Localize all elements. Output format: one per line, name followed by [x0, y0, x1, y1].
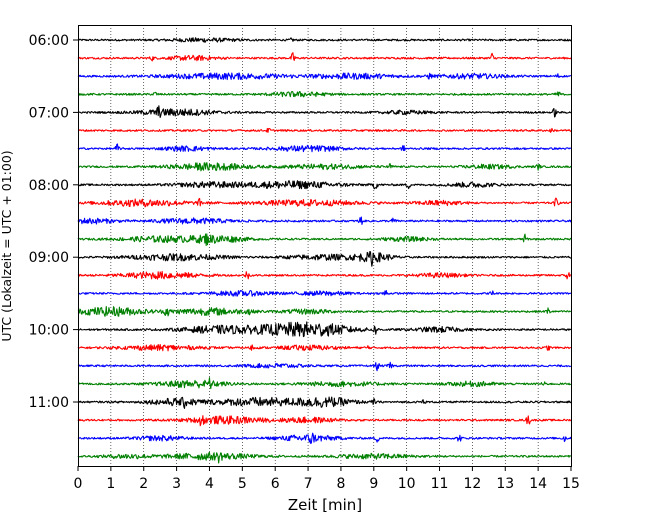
y-tick-label-0800: 08:00	[29, 178, 69, 194]
x-tick-label-5: 5	[238, 476, 247, 492]
y-tick-label-0700: 07:00	[29, 105, 69, 121]
trace-1000	[77, 321, 572, 338]
trace-0945	[77, 306, 572, 317]
trace-1100	[77, 396, 572, 409]
x-tick-label-9: 9	[369, 476, 378, 492]
trace-0745	[77, 162, 572, 172]
trace-0930	[77, 289, 572, 297]
x-tick-label-11: 11	[431, 476, 449, 492]
x-tick-label-0: 0	[74, 476, 83, 492]
x-tick-label-6: 6	[271, 476, 280, 492]
trace-0715	[77, 127, 572, 133]
trace-1145	[77, 451, 572, 464]
trace-1045	[77, 377, 572, 390]
y-tick-label-1000: 10:00	[29, 323, 69, 339]
x-tick-label-1: 1	[106, 476, 115, 492]
x-tick-label-4: 4	[205, 476, 214, 492]
trace-0730	[77, 143, 572, 153]
x-tick-label-13: 13	[496, 476, 514, 492]
trace-0645	[77, 91, 572, 98]
x-tick-label-10: 10	[398, 476, 416, 492]
x-tick-label-15: 15	[562, 476, 580, 492]
trace-0830	[77, 216, 572, 225]
trace-0600	[77, 37, 572, 43]
x-axis-ticks: 0 1 2 3 4 5 6 7 8 9 10 11 12 13 14 15	[74, 466, 580, 492]
x-tick-label-3: 3	[172, 476, 181, 492]
trace-1015	[77, 343, 572, 352]
trace-1130	[77, 432, 572, 444]
trace-0630	[77, 72, 572, 81]
trace-0615	[77, 52, 572, 62]
trace-0815	[77, 197, 572, 208]
seismic-traces	[77, 37, 572, 464]
x-tick-label-7: 7	[304, 476, 313, 492]
y-axis-ticks: 06:00 07:00 08:00 09:00 10:00 11:00	[29, 33, 78, 411]
trace-0915	[77, 270, 572, 280]
y-tick-label-1100: 11:00	[29, 395, 69, 411]
trace-0845	[77, 233, 572, 247]
x-axis-label: Zeit [min]	[288, 496, 362, 514]
trace-0900	[77, 250, 572, 267]
trace-1115	[77, 415, 572, 427]
y-axis-label: UTC (Lokalzeit = UTC + 01:00)	[0, 150, 14, 341]
plot-frame	[78, 25, 572, 467]
trace-0800	[77, 180, 572, 190]
y-tick-label-0900: 09:00	[29, 250, 69, 266]
trace-1030	[77, 361, 572, 372]
trace-0700	[77, 105, 572, 118]
x-tick-label-14: 14	[529, 476, 547, 492]
x-tick-label-8: 8	[336, 476, 345, 492]
x-tick-label-2: 2	[139, 476, 148, 492]
x-tick-label-12: 12	[463, 476, 481, 492]
y-tick-label-0600: 06:00	[29, 33, 69, 49]
